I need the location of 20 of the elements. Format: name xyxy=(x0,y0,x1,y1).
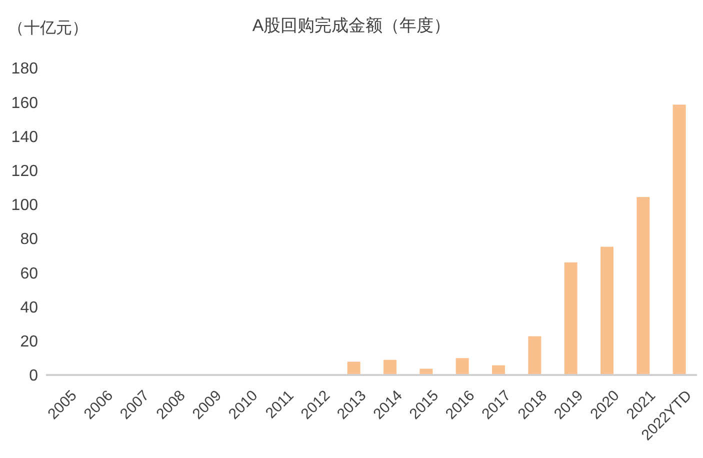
bar xyxy=(672,104,686,375)
y-tick-label: 120 xyxy=(11,163,38,180)
y-tick-label: 40 xyxy=(20,299,38,316)
bar xyxy=(528,336,542,375)
y-tick-label: 0 xyxy=(29,368,38,385)
y-axis-title: （十亿元） xyxy=(8,18,88,39)
y-tick-label: 60 xyxy=(20,265,38,282)
bar xyxy=(456,358,469,375)
bar xyxy=(600,246,614,375)
y-tick-label: 180 xyxy=(11,60,38,78)
y-tick-label: 140 xyxy=(11,128,38,146)
bar xyxy=(347,362,360,375)
y-tick-label: 80 xyxy=(20,231,38,248)
chart-title: A股回购完成金额（年度） xyxy=(252,16,451,35)
bar xyxy=(384,360,396,375)
y-tick-label: 100 xyxy=(11,197,38,214)
bar xyxy=(564,262,578,375)
bar xyxy=(636,196,650,375)
y-tick-label: 160 xyxy=(11,94,38,112)
y-tick-label: 20 xyxy=(20,334,38,351)
